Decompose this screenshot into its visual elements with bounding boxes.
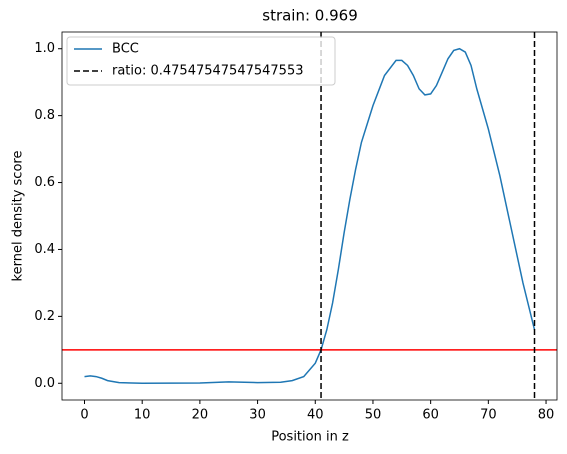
legend-label: BCC	[112, 42, 139, 57]
y-tick-label: 0.2	[34, 309, 55, 324]
data-line	[84, 47, 536, 385]
x-tick-label: 10	[134, 408, 151, 423]
y-tick-label: 0.6	[34, 175, 55, 190]
plot-frame	[61, 31, 558, 401]
x-tick-label: 70	[480, 408, 497, 423]
x-tick-label: 50	[365, 408, 382, 423]
x-axis-label: Position in z	[271, 430, 349, 445]
chart-title: strain: 0.969	[262, 7, 358, 25]
y-tick-label: 0.0	[34, 376, 55, 391]
x-tick-label: 0	[80, 408, 88, 423]
legend-label: ratio: 0.47547547547547553	[112, 64, 304, 79]
x-tick-label: 80	[538, 408, 555, 423]
x-tick-label: 30	[249, 408, 266, 423]
x-tick-label: 20	[192, 408, 209, 423]
x-tick-label: 40	[307, 408, 324, 423]
legend-box	[66, 36, 336, 86]
y-tick-label: 0.4	[34, 242, 55, 257]
y-tick-label: 0.8	[34, 108, 55, 123]
x-tick-label: 60	[422, 408, 439, 423]
y-axis-label: kernel density score	[11, 151, 26, 282]
y-tick-label: 1.0	[34, 41, 55, 56]
